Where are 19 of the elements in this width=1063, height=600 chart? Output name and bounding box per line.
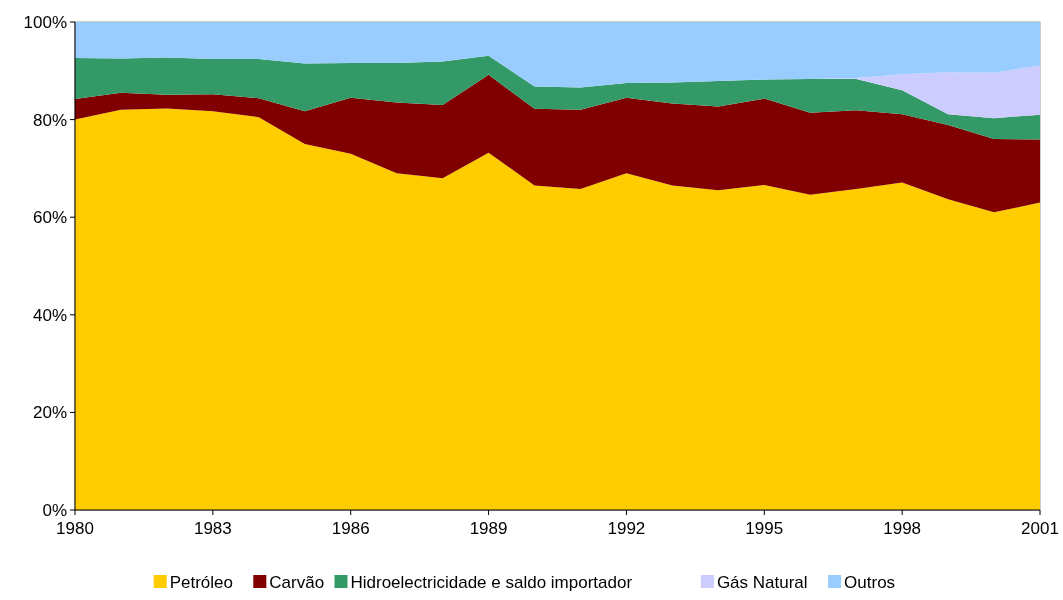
x-tick-label: 1983: [193, 519, 232, 538]
x-tick-label: 1998: [883, 519, 922, 538]
x-tick-label: 1986: [331, 519, 370, 538]
x-tick-label: 1992: [607, 519, 646, 538]
legend-label: Hidroelectricidade e saldo importador: [350, 572, 633, 592]
legend-label: Gás Natural: [716, 572, 808, 592]
legend-label: Outros: [844, 572, 896, 592]
x-tick-label: 1995: [745, 519, 784, 538]
legend-label: Petróleo: [169, 572, 234, 592]
y-tick-label: 80%: [32, 110, 67, 130]
y-tick-label: 20%: [32, 403, 67, 423]
y-tick-label: 60%: [32, 208, 67, 228]
x-tick-label: 1980: [56, 519, 94, 538]
y-tick-label: 0%: [42, 500, 67, 520]
y-tick-label: 40%: [32, 305, 67, 325]
x-tick-label: 1989: [469, 519, 508, 538]
x-tick-label: 2001: [1021, 519, 1059, 538]
legend-label: Carvão: [269, 572, 325, 592]
y-tick-label: 100%: [23, 12, 67, 32]
